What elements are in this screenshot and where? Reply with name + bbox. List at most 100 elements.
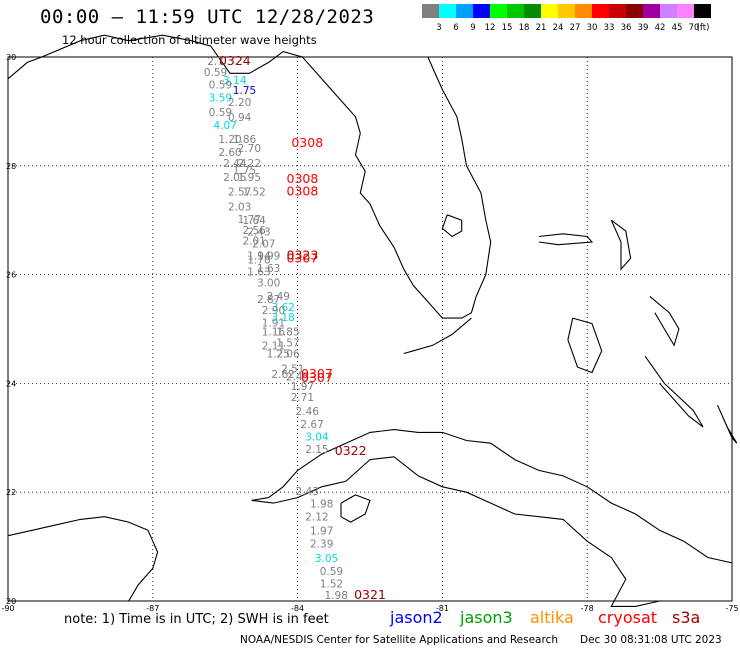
colorbar-cell bbox=[422, 4, 439, 18]
wave-height-label: 1.95 bbox=[238, 172, 261, 184]
wave-height-label: 2.12 bbox=[305, 511, 328, 523]
pass-time-label: 0322 bbox=[335, 443, 367, 458]
wave-height-label: 1.64 bbox=[242, 215, 266, 227]
map-title: 00:00 – 11:59 UTC 12/28/2023 bbox=[40, 6, 375, 28]
colorbar-cell bbox=[609, 4, 626, 18]
lat-tick-label: 24 bbox=[6, 379, 16, 388]
wave-height-label: 3.14 bbox=[223, 75, 247, 87]
wave-height-label: 2.43 bbox=[247, 226, 270, 238]
wave-height-label: 2.20 bbox=[228, 97, 251, 109]
credit-text: NOAA/NESDIS Center for Satellite Applica… bbox=[240, 634, 558, 646]
wave-height-label: 1.78 bbox=[247, 255, 270, 267]
wave-height-label: 3.00 bbox=[257, 278, 280, 290]
colorbar-cell bbox=[660, 4, 677, 18]
wave-height-label: 1.97 bbox=[291, 381, 314, 393]
colorbar-label: 3 bbox=[436, 23, 442, 33]
colorbar-label: 70 bbox=[688, 23, 700, 33]
colorbar-unit-label: (ft) bbox=[696, 23, 710, 33]
wave-height-label: 2.01 bbox=[242, 236, 265, 248]
coastline-isla-juventud bbox=[340, 494, 371, 523]
colorbar-cell bbox=[473, 4, 490, 18]
wave-height-label: 2.05 bbox=[223, 172, 246, 184]
colorbar-cell bbox=[490, 4, 507, 18]
coastline-andros bbox=[567, 317, 603, 374]
wave-height-label: 1.85 bbox=[276, 327, 299, 339]
colorbar-cell bbox=[541, 4, 558, 18]
colorbar-label: 21 bbox=[535, 23, 547, 33]
colorbar-cell bbox=[558, 4, 575, 18]
wave-height-label: 2.7 bbox=[207, 56, 224, 68]
colorbar-label: 36 bbox=[620, 23, 632, 33]
wave-height-label: 1.91 bbox=[262, 317, 285, 329]
wave-height-label: 2.11 bbox=[262, 341, 285, 353]
colorbar-cell bbox=[456, 4, 473, 18]
colorbar-cell bbox=[439, 4, 456, 18]
pass-time-label: 0307 bbox=[287, 251, 319, 266]
lat-tick-label: 22 bbox=[6, 488, 16, 497]
coastline-abaco bbox=[610, 219, 632, 271]
colorbar-label: 24 bbox=[552, 23, 564, 33]
coastline-long-island bbox=[716, 404, 738, 444]
coastline-yucatan bbox=[7, 516, 159, 602]
coastline-eleuthera bbox=[649, 295, 680, 347]
satellite-label-cryosat: cryosat bbox=[598, 608, 658, 627]
wave-height-label: 1.20 bbox=[218, 134, 241, 146]
wave-height-label: 2.15 bbox=[305, 444, 328, 456]
wave-height-label: 1.77 bbox=[238, 214, 261, 226]
satellite-label-s3a: s3a bbox=[672, 608, 701, 627]
lat-tick-label: 30 bbox=[6, 53, 16, 62]
pass-time-label: 0307 bbox=[301, 370, 333, 385]
satellite-label-jason2: jason2 bbox=[390, 608, 443, 627]
colorbar-label: 39 bbox=[637, 23, 649, 33]
wave-height-label: 2.67 bbox=[300, 419, 323, 431]
pass-time-label: 0308 bbox=[287, 184, 319, 199]
lon-tick-label: -90 bbox=[1, 604, 14, 613]
lon-tick-label: -81 bbox=[436, 604, 449, 613]
colorbar-label: 6 bbox=[453, 23, 459, 33]
satellite-label-jason3: jason3 bbox=[460, 608, 513, 627]
wave-height-label: 1.98 bbox=[325, 590, 348, 602]
lon-tick-label: -87 bbox=[146, 604, 159, 613]
wave-height-label: 2.44 bbox=[223, 158, 247, 170]
wave-height-label: 3.18 bbox=[271, 312, 294, 324]
pass-time-label: 0323 bbox=[287, 247, 319, 262]
wave-height-label: 2.06 bbox=[276, 348, 300, 360]
colorbar-cell bbox=[643, 4, 660, 18]
lat-tick-label: 20 bbox=[6, 597, 16, 606]
wave-height-label: 1.16 bbox=[262, 327, 286, 339]
colorbar-label: 30 bbox=[586, 23, 598, 33]
pass-time-label: 0307 bbox=[301, 366, 333, 381]
wave-height-label: 2.60 bbox=[218, 147, 241, 159]
coastline-cuba bbox=[251, 429, 733, 564]
colorbar-cell bbox=[507, 4, 524, 18]
colorbar-label: 15 bbox=[501, 23, 513, 33]
wave-height-label: 0.94 bbox=[228, 112, 252, 124]
coastline-lake-okeechobee bbox=[441, 214, 463, 238]
colorbar-label: 18 bbox=[518, 23, 530, 33]
pass-time-label: 0321 bbox=[354, 587, 386, 602]
lon-tick-label: -78 bbox=[581, 604, 594, 613]
colorbar-label: 27 bbox=[569, 23, 581, 33]
satellite-label-altika: altika bbox=[530, 608, 574, 627]
pass-time-label: 0308 bbox=[291, 135, 323, 150]
coastline-keys bbox=[403, 317, 472, 355]
lon-tick-label: -75 bbox=[725, 604, 738, 613]
wave-height-label: 1.86 bbox=[233, 134, 257, 146]
wave-height-label: 2.87 bbox=[257, 294, 280, 306]
coastline-grand-bahama bbox=[538, 233, 594, 246]
wave-height-label: 1.94 bbox=[247, 250, 271, 262]
colorbar-cell bbox=[575, 4, 592, 18]
wave-height-label: 2.57 bbox=[228, 187, 251, 199]
colorbar-cell bbox=[524, 4, 541, 18]
wave-height-label: 2.45 bbox=[286, 372, 309, 384]
wave-height-label: 2.03 bbox=[228, 201, 251, 213]
wave-height-label: 1.75 bbox=[233, 85, 256, 97]
wave-height-label: 3.62 bbox=[271, 302, 294, 314]
lat-tick-label: 28 bbox=[6, 162, 16, 171]
wave-height-label: 1.63 bbox=[247, 267, 270, 279]
wave-height-label: 1.63 bbox=[257, 263, 280, 275]
colorbar-cell bbox=[626, 4, 643, 18]
coastline-gulf-us bbox=[7, 34, 492, 319]
wave-height-label: 4.07 bbox=[214, 120, 237, 132]
